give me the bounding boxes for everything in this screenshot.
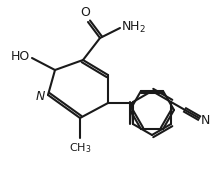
Text: NH$_2$: NH$_2$ [121, 19, 146, 35]
Text: N: N [201, 113, 210, 126]
Text: HO: HO [11, 51, 30, 63]
Text: CH$_3$: CH$_3$ [69, 141, 91, 155]
Text: O: O [80, 6, 90, 19]
Text: N: N [36, 89, 45, 102]
